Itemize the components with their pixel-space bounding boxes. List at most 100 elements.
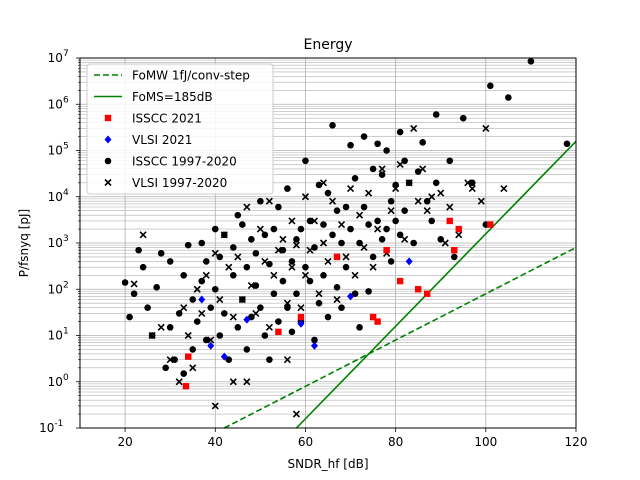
point-isscc-1997-2020 [365, 288, 372, 295]
point-isscc-1997-2020 [288, 328, 296, 336]
point-vlsi-1997-2020 [148, 331, 156, 340]
y-tick-label: 100 [48, 373, 69, 389]
point-vlsi-1997-2020 [414, 197, 422, 205]
point-vlsi-1997-2020 [157, 323, 165, 331]
legend-label-vlsi-1997-2020: VLSI 1997-2020 [132, 176, 227, 190]
y-tick-label: 10-1 [39, 419, 63, 435]
point-isscc-1997-2020 [311, 336, 318, 344]
point-vlsi-1997-2020 [288, 217, 296, 225]
point-isscc-1997-2020 [396, 128, 404, 136]
point-vlsi-1997-2020 [437, 189, 445, 197]
point-isscc-1997-2020 [338, 239, 345, 247]
point-vlsi-2021 [405, 257, 413, 266]
point-isscc-1997-2020 [261, 231, 269, 239]
x-tick-label: 20 [117, 435, 132, 449]
point-isscc-1997-2020 [401, 207, 408, 214]
point-isscc-1997-2020 [293, 236, 300, 243]
foms-reference-line [295, 140, 577, 429]
point-vlsi-1997-2020 [207, 336, 215, 344]
y-tick-label: 103 [48, 234, 69, 250]
point-isscc-1997-2020 [392, 217, 399, 225]
point-isscc-2021 [455, 225, 462, 233]
point-vlsi-1997-2020 [265, 323, 273, 331]
point-isscc-1997-2020 [157, 249, 165, 257]
point-vlsi-2021 [243, 315, 251, 324]
point-vlsi-1997-2020 [283, 299, 291, 307]
point-isscc-1997-2020 [387, 258, 395, 265]
point-isscc-1997-2020 [378, 171, 386, 178]
point-isscc-1997-2020 [446, 157, 454, 165]
point-isscc-1997-2020 [279, 277, 287, 285]
point-vlsi-1997-2020 [247, 282, 255, 290]
legend-label-fomw-1fj-conv-step: FoMW 1fJ/conv-step [132, 69, 250, 83]
point-vlsi-1997-2020 [189, 364, 197, 372]
point-isscc-1997-2020 [270, 290, 278, 298]
point-isscc-1997-2020 [374, 140, 381, 148]
point-isscc-2021 [487, 221, 494, 228]
legend-swatch-isscc-1997-2020 [104, 157, 112, 165]
point-isscc-1997-2020 [202, 336, 210, 344]
point-isscc-1997-2020 [320, 272, 327, 279]
point-isscc-1997-2020 [175, 310, 183, 317]
point-isscc-1997-2020 [315, 181, 323, 189]
x-tick-label: 80 [388, 435, 403, 449]
point-vlsi-1997-2020 [184, 331, 192, 340]
point-isscc-1997-2020 [198, 239, 206, 247]
point-isscc-1997-2020 [306, 277, 314, 285]
point-isscc-1997-2020 [365, 221, 372, 228]
point-vlsi-1997-2020 [166, 356, 174, 364]
point-isscc-1997-2020 [211, 285, 219, 293]
point-isscc-2021 [333, 253, 341, 261]
point-isscc-1997-2020 [220, 310, 228, 317]
legend-swatch-vlsi-2021 [104, 135, 112, 144]
point-vlsi-1997-2020 [274, 246, 282, 254]
x-axis-label: SNDR_hf [dB] [287, 457, 368, 471]
point-vlsi-1997-2020 [238, 295, 246, 304]
reference-lines [223, 140, 577, 429]
point-vlsi-1997-2020 [234, 253, 242, 261]
point-vlsi-1997-2020 [374, 225, 382, 233]
y-tick-label: 106 [48, 95, 69, 111]
legend-label-isscc-1997-2020: ISSCC 1997-2020 [132, 155, 237, 169]
y-tick-label: 104 [48, 188, 69, 204]
point-isscc-1997-2020 [527, 57, 535, 65]
point-isscc-1997-2020 [207, 304, 215, 311]
point-isscc-1997-2020 [180, 370, 188, 377]
point-vlsi-1997-2020 [351, 271, 359, 279]
point-isscc-1997-2020 [266, 260, 273, 268]
point-vlsi-1997-2020 [139, 231, 147, 239]
point-isscc-2021 [396, 277, 404, 285]
point-isscc-1997-2020 [419, 139, 426, 146]
point-isscc-1997-2020 [302, 157, 309, 165]
point-isscc-1997-2020 [333, 207, 341, 214]
point-vlsi-2021 [207, 341, 215, 350]
point-vlsi-1997-2020 [392, 185, 400, 193]
y-tick-label: 107 [48, 49, 69, 65]
point-isscc-1997-2020 [252, 249, 260, 257]
point-vlsi-1997-2020 [428, 193, 436, 201]
point-isscc-2021 [414, 286, 422, 293]
point-isscc-2021 [374, 318, 381, 325]
point-vlsi-1997-2020 [292, 410, 301, 418]
data-points [121, 57, 571, 418]
point-isscc-1997-2020 [428, 217, 436, 225]
point-isscc-1997-2020 [342, 203, 350, 211]
point-isscc-1997-2020 [248, 236, 255, 243]
point-vlsi-1997-2020 [202, 271, 210, 279]
point-vlsi-1997-2020 [333, 295, 341, 304]
point-isscc-1997-2020 [202, 258, 210, 265]
point-isscc-2021 [451, 246, 458, 254]
point-vlsi-1997-2020 [405, 179, 413, 187]
point-vlsi-1997-2020 [198, 309, 206, 317]
legend: FoMW 1fJ/conv-step FoMS=185dB ISSCC 2021 VL… [86, 63, 274, 195]
point-vlsi-1997-2020 [328, 197, 337, 205]
point-vlsi-1997-2020 [283, 356, 291, 364]
point-vlsi-1997-2020 [423, 207, 431, 215]
point-vlsi-1997-2020 [419, 165, 427, 173]
x-tick-label: 40 [208, 435, 223, 449]
point-isscc-1997-2020 [162, 364, 169, 372]
point-isscc-1997-2020 [505, 94, 512, 101]
point-vlsi-1997-2020 [261, 257, 269, 265]
point-isscc-1997-2020 [166, 258, 174, 265]
point-isscc-1997-2020 [252, 282, 260, 289]
